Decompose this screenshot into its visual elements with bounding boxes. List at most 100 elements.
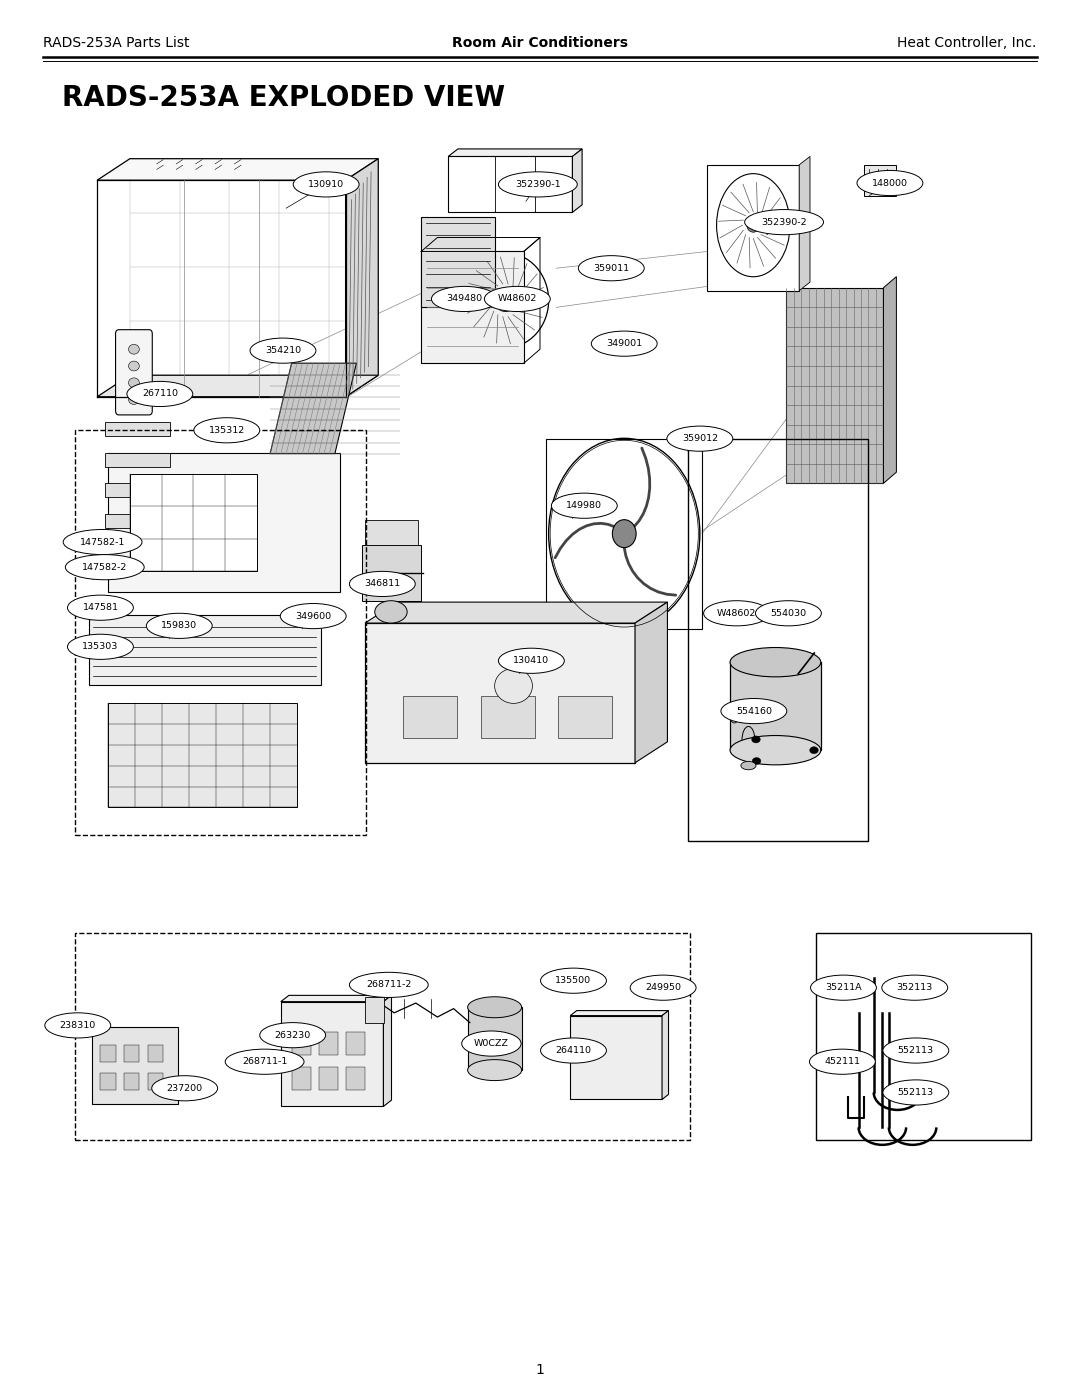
Ellipse shape [129, 395, 139, 405]
Ellipse shape [729, 703, 740, 724]
Ellipse shape [293, 172, 359, 197]
Polygon shape [572, 149, 582, 212]
Text: 149980: 149980 [566, 502, 603, 510]
Ellipse shape [251, 338, 316, 363]
Text: 359011: 359011 [593, 264, 630, 272]
Ellipse shape [484, 286, 551, 312]
Ellipse shape [129, 362, 139, 372]
Polygon shape [448, 149, 582, 156]
Ellipse shape [810, 1049, 876, 1074]
Ellipse shape [549, 439, 700, 629]
Ellipse shape [720, 698, 786, 724]
Ellipse shape [350, 571, 415, 597]
Ellipse shape [882, 1080, 949, 1105]
Ellipse shape [552, 493, 618, 518]
Text: 135312: 135312 [208, 426, 245, 434]
Polygon shape [365, 623, 635, 763]
Ellipse shape [741, 761, 756, 770]
Polygon shape [365, 602, 667, 623]
Bar [292, 1032, 311, 1055]
Bar [864, 165, 896, 196]
Bar [546, 439, 702, 629]
Text: 130410: 130410 [513, 657, 550, 665]
Ellipse shape [612, 520, 636, 548]
Text: 1: 1 [536, 1363, 544, 1377]
Ellipse shape [858, 170, 923, 196]
Bar [558, 696, 612, 738]
Ellipse shape [881, 975, 948, 1000]
Bar [403, 696, 457, 738]
Ellipse shape [147, 613, 213, 638]
Text: 135303: 135303 [82, 643, 119, 651]
Ellipse shape [592, 331, 657, 356]
Bar [89, 615, 321, 685]
Text: 352390-1: 352390-1 [515, 180, 561, 189]
Bar [105, 453, 170, 467]
Ellipse shape [66, 555, 145, 580]
Bar [319, 1032, 338, 1055]
Polygon shape [346, 159, 378, 397]
Bar [124, 1045, 139, 1062]
Ellipse shape [468, 1059, 522, 1081]
Text: W0CZZ: W0CZZ [474, 1039, 509, 1048]
Bar [105, 422, 170, 436]
Ellipse shape [462, 1031, 522, 1056]
Text: 159830: 159830 [161, 622, 198, 630]
Ellipse shape [151, 1076, 218, 1101]
Text: Heat Controller, Inc.: Heat Controller, Inc. [897, 36, 1037, 50]
Text: 552113: 552113 [897, 1046, 934, 1055]
Ellipse shape [462, 253, 549, 348]
Bar [148, 1045, 163, 1062]
Bar [75, 933, 690, 1140]
Text: 349480: 349480 [446, 295, 483, 303]
Polygon shape [883, 277, 896, 483]
Bar [688, 439, 868, 841]
Text: 35211A: 35211A [825, 983, 862, 992]
Bar [92, 1027, 178, 1104]
Ellipse shape [745, 210, 823, 235]
Polygon shape [570, 1016, 662, 1099]
Text: 359012: 359012 [681, 434, 718, 443]
Text: 352113: 352113 [896, 983, 933, 992]
Text: 349001: 349001 [606, 339, 643, 348]
Ellipse shape [540, 968, 607, 993]
Polygon shape [662, 1010, 669, 1099]
Ellipse shape [730, 648, 821, 678]
Ellipse shape [704, 601, 770, 626]
Ellipse shape [67, 634, 134, 659]
Ellipse shape [281, 604, 346, 629]
Ellipse shape [67, 595, 134, 620]
Bar [124, 1073, 139, 1090]
Text: 148000: 148000 [872, 179, 908, 187]
Polygon shape [281, 1002, 383, 1106]
Ellipse shape [226, 1049, 305, 1074]
Ellipse shape [499, 648, 565, 673]
Ellipse shape [810, 746, 819, 754]
Text: 147582-1: 147582-1 [80, 538, 125, 546]
Bar [365, 997, 384, 1023]
Bar [148, 1073, 163, 1090]
Text: W48602: W48602 [498, 295, 537, 303]
Bar [707, 165, 799, 291]
Bar [100, 1045, 116, 1062]
Text: W48602: W48602 [717, 609, 756, 617]
Bar [346, 1032, 365, 1055]
Text: 268711-2: 268711-2 [366, 981, 411, 989]
Polygon shape [635, 602, 667, 763]
Text: 268711-1: 268711-1 [242, 1058, 287, 1066]
Polygon shape [730, 662, 821, 750]
Ellipse shape [730, 735, 821, 766]
Ellipse shape [375, 601, 407, 623]
Text: 552113: 552113 [897, 1088, 934, 1097]
Text: RADS-253A EXPLODED VIEW: RADS-253A EXPLODED VIEW [62, 84, 504, 112]
Bar [786, 288, 883, 483]
Ellipse shape [747, 218, 760, 232]
Ellipse shape [752, 757, 760, 764]
Bar [365, 520, 418, 545]
Text: 237200: 237200 [166, 1084, 203, 1092]
Ellipse shape [882, 1038, 949, 1063]
Bar [346, 1067, 365, 1090]
Bar [362, 545, 421, 601]
Text: 452111: 452111 [824, 1058, 861, 1066]
Bar [100, 1073, 116, 1090]
